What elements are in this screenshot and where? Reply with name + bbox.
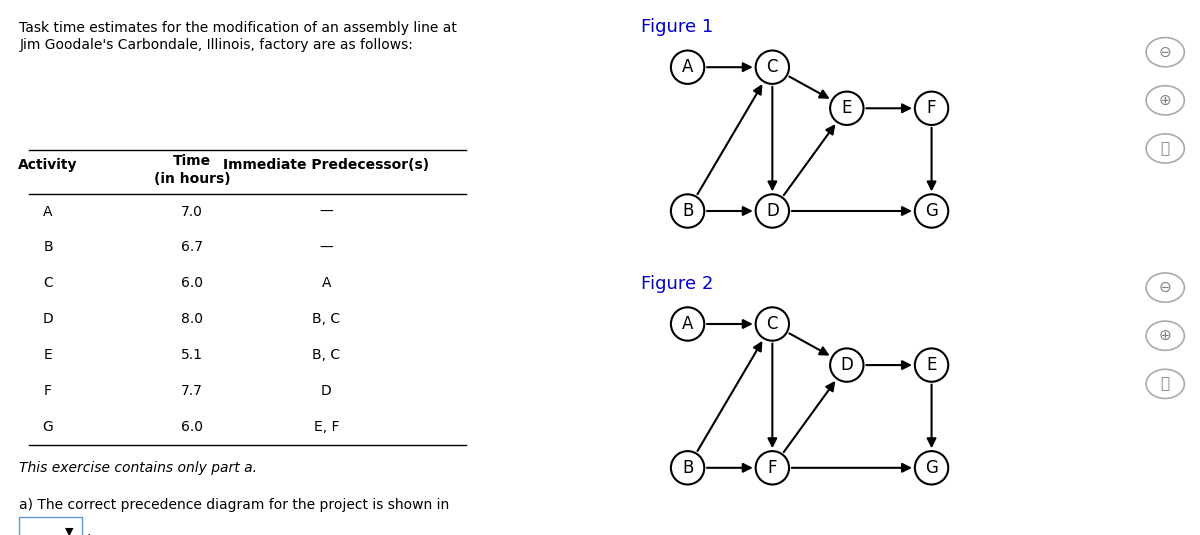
Text: E: E (43, 348, 53, 362)
Circle shape (671, 307, 704, 341)
Text: F: F (768, 459, 778, 477)
Text: ⊕: ⊕ (1159, 93, 1171, 108)
Bar (19, 517, 82, 535)
Text: Immediate Predecessor(s): Immediate Predecessor(s) (223, 158, 430, 172)
Text: 7.0: 7.0 (181, 204, 203, 219)
Text: C: C (767, 315, 778, 333)
Circle shape (1146, 37, 1184, 67)
Circle shape (1146, 134, 1184, 163)
Text: D: D (322, 384, 331, 398)
Text: Figure 2: Figure 2 (641, 275, 713, 293)
Text: ⊖: ⊖ (1159, 44, 1171, 60)
Text: G: G (925, 459, 938, 477)
Circle shape (914, 348, 948, 382)
Text: G: G (43, 419, 53, 434)
Circle shape (756, 307, 790, 341)
Text: D: D (43, 312, 53, 326)
Text: A: A (43, 204, 53, 219)
Text: C: C (767, 58, 778, 76)
Circle shape (1146, 273, 1184, 302)
Circle shape (1146, 86, 1184, 115)
Text: ⊖: ⊖ (1159, 280, 1171, 295)
Text: (in hours): (in hours) (154, 172, 230, 186)
Text: This exercise contains only part a.: This exercise contains only part a. (19, 461, 257, 475)
Text: G: G (925, 202, 938, 220)
Circle shape (1146, 321, 1184, 350)
Circle shape (671, 451, 704, 485)
Text: B, C: B, C (312, 312, 341, 326)
Text: 6.7: 6.7 (181, 240, 203, 255)
Circle shape (671, 50, 704, 84)
Text: Task time estimates for the modification of an assembly line at
Jim Goodale's Ca: Task time estimates for the modification… (19, 21, 457, 51)
Circle shape (830, 91, 864, 125)
Text: F: F (926, 100, 936, 117)
Text: —: — (319, 204, 334, 219)
Text: 8.0: 8.0 (181, 312, 203, 326)
Text: 5.1: 5.1 (181, 348, 203, 362)
Text: Time: Time (173, 154, 211, 168)
Circle shape (1146, 369, 1184, 399)
Text: B: B (682, 202, 694, 220)
Text: Figure 1: Figure 1 (641, 18, 713, 36)
Circle shape (756, 451, 790, 485)
Text: A: A (322, 276, 331, 291)
Text: Activity: Activity (18, 158, 78, 172)
Circle shape (756, 194, 790, 228)
Text: D: D (840, 356, 853, 374)
Text: 6.0: 6.0 (181, 419, 203, 434)
Text: F: F (44, 384, 52, 398)
Circle shape (756, 50, 790, 84)
Text: ⧉: ⧉ (1160, 376, 1170, 392)
Text: ⧉: ⧉ (1160, 141, 1170, 156)
Text: D: D (766, 202, 779, 220)
Circle shape (830, 348, 864, 382)
Text: A: A (682, 58, 694, 76)
Circle shape (671, 194, 704, 228)
Text: ▼: ▼ (65, 526, 74, 535)
Text: A: A (682, 315, 694, 333)
Text: E: E (926, 356, 937, 374)
Text: —: — (319, 240, 334, 255)
Text: E: E (841, 100, 852, 117)
Text: a) The correct precedence diagram for the project is shown in: a) The correct precedence diagram for th… (19, 498, 450, 512)
Circle shape (914, 194, 948, 228)
Text: B, C: B, C (312, 348, 341, 362)
Text: C: C (43, 276, 53, 291)
Text: E, F: E, F (313, 419, 340, 434)
Circle shape (914, 91, 948, 125)
Text: B: B (43, 240, 53, 255)
Text: 6.0: 6.0 (181, 276, 203, 291)
Circle shape (914, 451, 948, 485)
Text: ⊕: ⊕ (1159, 328, 1171, 343)
Text: 7.7: 7.7 (181, 384, 203, 398)
Text: .: . (86, 524, 91, 535)
Text: B: B (682, 459, 694, 477)
